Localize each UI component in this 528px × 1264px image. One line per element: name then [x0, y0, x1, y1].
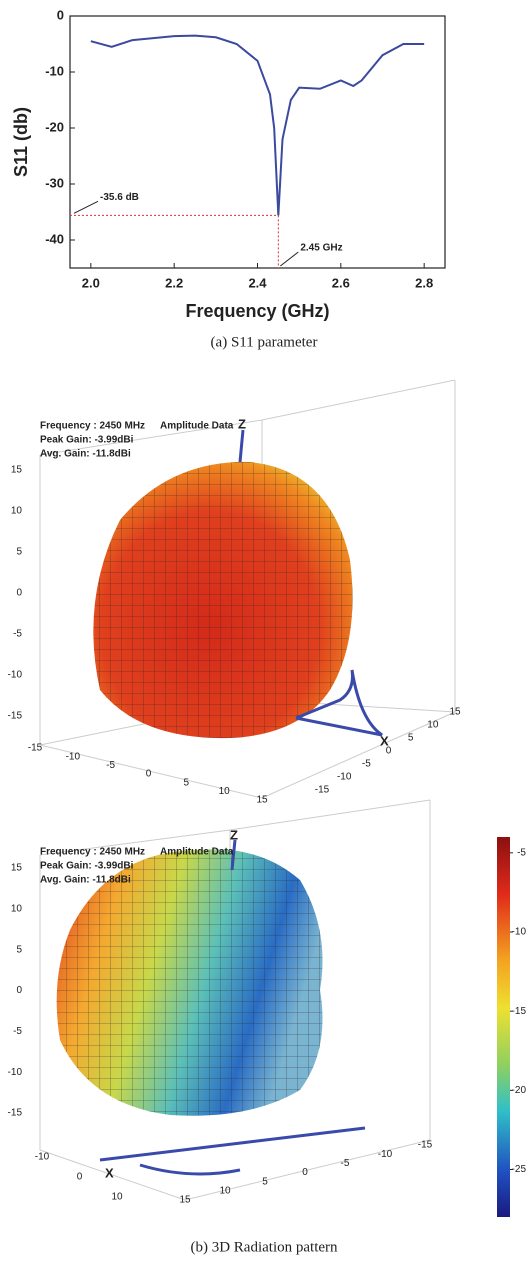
colorbar-tick-label: -15 — [512, 1006, 527, 1017]
annotation: Amplitude Data — [160, 847, 234, 858]
z-tick-label: 15 — [11, 863, 23, 874]
x-tick-label: 2.8 — [415, 275, 433, 290]
y-tick-label: 10 — [219, 1185, 231, 1196]
x-tick-label: 5 — [184, 777, 190, 788]
y-tick-label: -15 — [418, 1140, 433, 1151]
y-axis-title: S11 (db) — [11, 107, 31, 177]
y-tick-label: 5 — [262, 1176, 268, 1187]
z-tick-label: -5 — [13, 629, 22, 640]
y-tick-label: -5 — [362, 759, 371, 770]
y-tick-label: -10 — [45, 63, 64, 78]
data-line — [90, 34, 425, 216]
radiation-surface — [56, 429, 510, 1217]
y-tick-label: -10 — [337, 772, 352, 783]
y-tick-label: -40 — [45, 231, 64, 246]
colorbar-tick-label: -10 — [512, 927, 527, 938]
axis-letter: X — [380, 733, 389, 748]
y-tick-label: 15 — [179, 1195, 191, 1206]
z-tick-label: -10 — [8, 1067, 23, 1078]
annotation: Frequency : 2450 MHz — [40, 421, 145, 432]
x-axis-title: Frequency (GHz) — [185, 301, 329, 321]
caption: (b) 3D Radiation pattern — [190, 1239, 338, 1255]
y-tick-label: 0 — [57, 7, 64, 22]
y-tick-label: -5 — [341, 1158, 350, 1169]
annotation: Avg. Gain: -11.8dBi — [40, 449, 131, 460]
annotation: Amplitude Data — [160, 421, 234, 432]
y-tick-label: 10 — [427, 720, 439, 731]
colorbar-tick-label: -25 — [512, 1164, 527, 1175]
annotation: Peak Gain: -3.99dBi — [40, 435, 134, 446]
x-tick-label: 2.0 — [82, 275, 100, 290]
axis-letter: X — [105, 1165, 114, 1180]
y-tick-label: 15 — [449, 707, 461, 718]
z-tick-label: 0 — [16, 985, 22, 996]
y-tick-label: -15 — [315, 785, 330, 796]
y-tick-label: -30 — [45, 175, 64, 190]
x-tick-label: 0 — [146, 769, 152, 780]
x-tick-label: 2.4 — [248, 275, 267, 290]
x-tick-label: 2.6 — [332, 275, 350, 290]
y-tick-label: 0 — [302, 1167, 308, 1178]
x-tick-label: -10 — [35, 1152, 50, 1163]
z-tick-label: 5 — [16, 944, 22, 955]
x-tick-label: 0 — [77, 1172, 83, 1183]
z-tick-label: 5 — [16, 547, 22, 558]
y-tick-label: 0 — [386, 746, 392, 757]
z-tick-label: 10 — [11, 903, 23, 914]
z-tick-label: -15 — [8, 711, 23, 722]
z-tick-label: 10 — [11, 506, 23, 517]
x-tick-label: 10 — [219, 786, 231, 797]
annotation: Peak Gain: -3.99dBi — [40, 861, 134, 872]
annotation: -35.6 dB — [100, 192, 139, 203]
caption: (a) S11 parameter — [211, 334, 318, 350]
annotation-arrow — [280, 251, 299, 267]
annotation: 2.45 GHz — [300, 243, 342, 254]
z-tick-label: 0 — [16, 588, 22, 599]
x-tick-label: -15 — [28, 743, 43, 754]
plot-frame — [69, 15, 446, 269]
z-tick-label: -15 — [8, 1108, 23, 1119]
annotation-arrow — [73, 200, 99, 214]
colorbar-tick-label: -20 — [512, 1085, 527, 1096]
annotation: Avg. Gain: -11.8dBi — [40, 875, 131, 886]
y-tick-label: -20 — [45, 119, 64, 134]
x-tick-label: -10 — [66, 751, 81, 762]
axis-letter: Z — [238, 416, 246, 431]
x-tick-label: 10 — [111, 1192, 123, 1203]
z-tick-label: -5 — [13, 1026, 22, 1037]
x-tick-label: 15 — [256, 795, 268, 806]
y-tick-label: 5 — [408, 733, 414, 744]
colorbar-tick-label: -5 — [517, 847, 526, 858]
z-tick-label: 15 — [11, 465, 23, 476]
x-tick-label: 2.2 — [165, 275, 183, 290]
y-tick-label: -10 — [378, 1149, 393, 1160]
annotation: Frequency : 2450 MHz — [40, 847, 145, 858]
axis-letter: Z — [230, 827, 238, 842]
x-tick-label: -5 — [106, 760, 115, 771]
z-tick-label: -10 — [8, 670, 23, 681]
